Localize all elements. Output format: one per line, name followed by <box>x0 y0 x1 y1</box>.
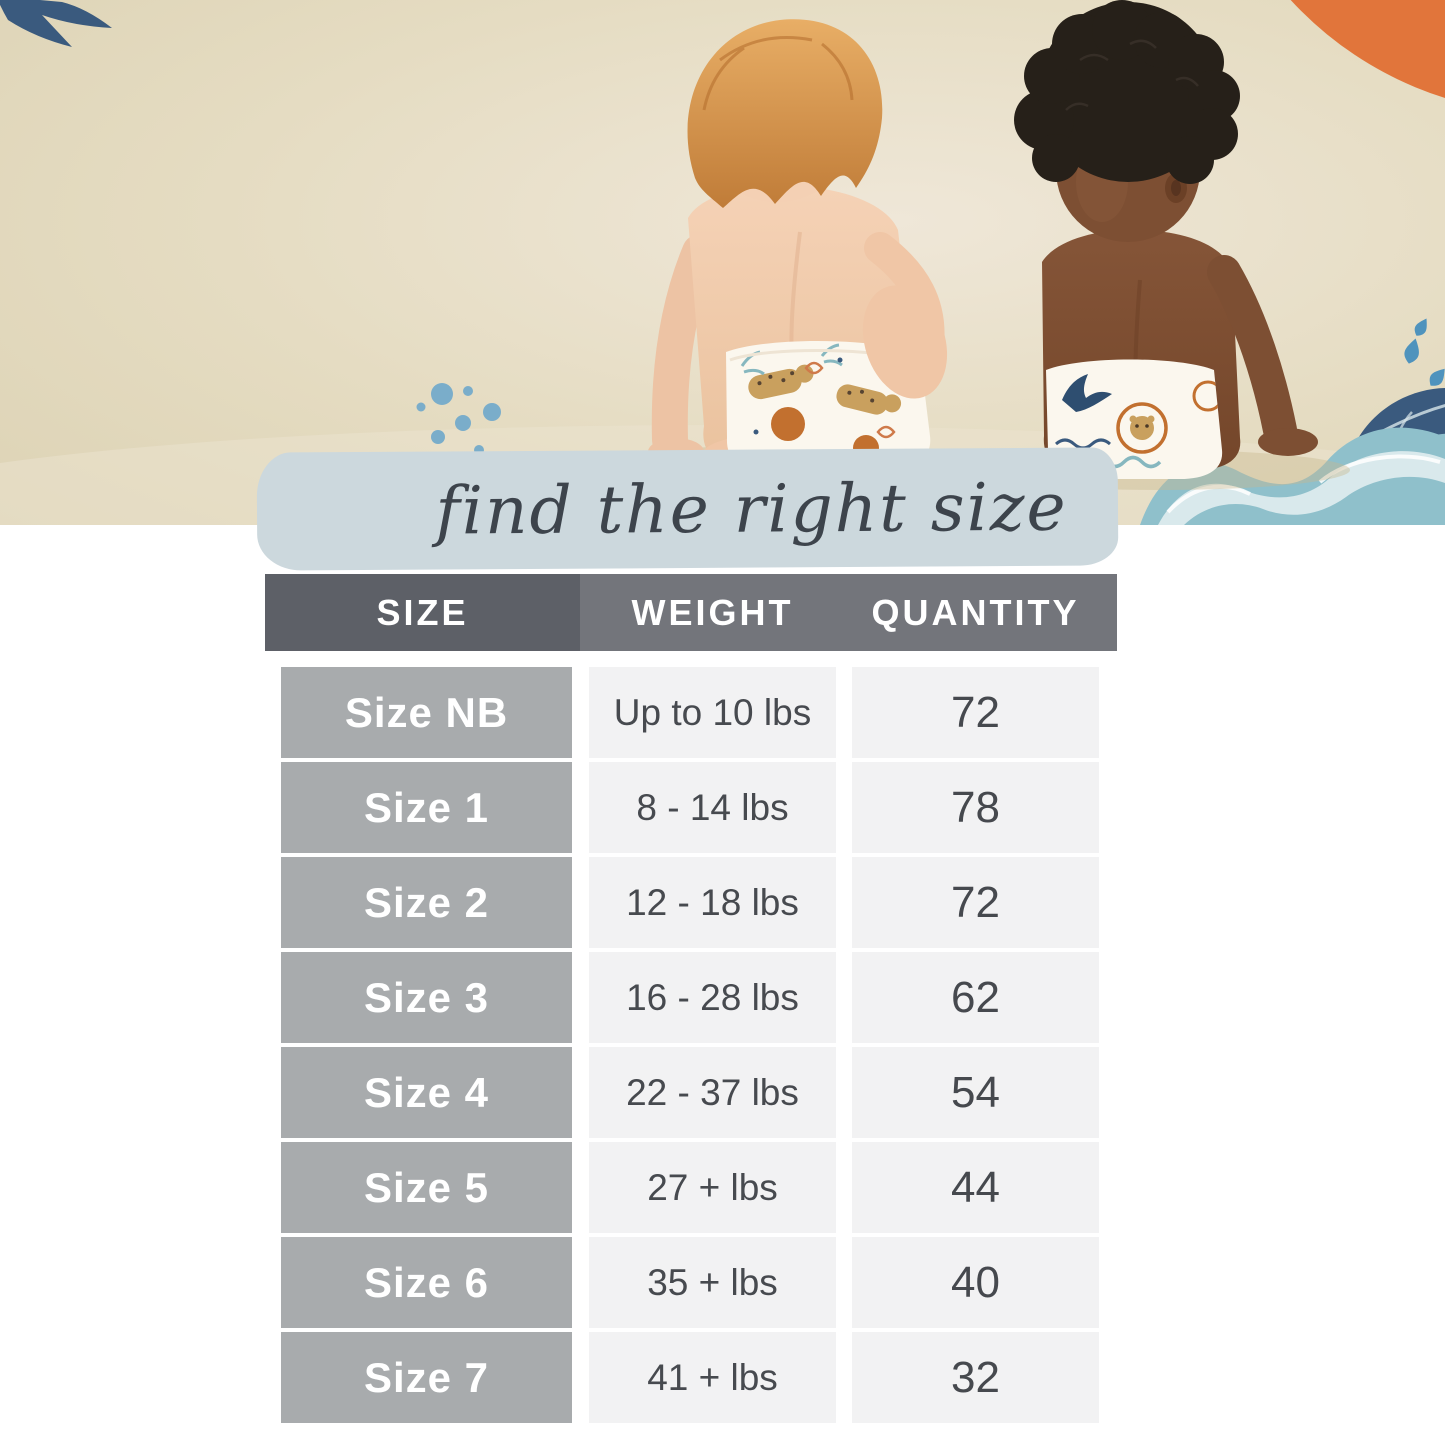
weight-value: 41 + lbs <box>647 1356 778 1398</box>
table-row: Size 5 27 + lbs 44 <box>265 1142 1117 1233</box>
weight-value: 16 - 28 lbs <box>626 976 799 1018</box>
quantity-value: 44 <box>951 1162 1000 1212</box>
table-row: Size 6 35 + lbs 40 <box>265 1237 1117 1328</box>
quantity-cell: 32 <box>852 1332 1099 1423</box>
size-cell: Size 7 <box>281 1332 572 1423</box>
baby-right <box>1014 0 1318 479</box>
size-cell: Size 6 <box>281 1237 572 1328</box>
quantity-value: 32 <box>951 1352 1000 1402</box>
size-cell: Size 4 <box>281 1047 572 1138</box>
weight-value: 35 + lbs <box>647 1261 778 1303</box>
table-row: Size 7 41 + lbs 32 <box>265 1332 1117 1423</box>
quantity-cell: 40 <box>852 1237 1099 1328</box>
weight-cell: 35 + lbs <box>589 1237 836 1328</box>
sun-shape <box>1290 0 1445 98</box>
weight-value: 12 - 18 lbs <box>626 881 799 923</box>
size-label: Size 4 <box>363 1068 490 1116</box>
quantity-value: 62 <box>951 972 1000 1022</box>
size-label: Size 1 <box>363 783 490 831</box>
afro-hair <box>1014 0 1240 184</box>
dots-cluster <box>416 383 501 455</box>
quantity-value: 54 <box>951 1067 1000 1117</box>
quantity-cell: 78 <box>852 762 1099 853</box>
table-row: Size 1 8 - 14 lbs 78 <box>265 762 1117 853</box>
table-row: Size 4 22 - 37 lbs 54 <box>265 1047 1117 1138</box>
banner-title: find the right size <box>435 468 1068 550</box>
quantity-cell: 72 <box>852 857 1099 948</box>
weight-value: 8 - 14 lbs <box>636 786 789 828</box>
hero-photo <box>0 0 1445 525</box>
weight-cell: 27 + lbs <box>589 1142 836 1233</box>
size-label: Size 7 <box>363 1353 490 1401</box>
table-row: Size NB Up to 10 lbs 72 <box>265 667 1117 758</box>
size-cell: Size 3 <box>281 952 572 1043</box>
weight-value: 27 + lbs <box>647 1166 778 1208</box>
table-row: Size 3 16 - 28 lbs 62 <box>265 952 1117 1043</box>
size-label: Size 3 <box>363 973 490 1021</box>
weight-cell: 8 - 14 lbs <box>589 762 836 853</box>
header-light-band <box>580 574 1117 651</box>
quantity-value: 40 <box>951 1257 1000 1307</box>
quantity-value: 72 <box>951 877 1000 927</box>
quantity-value: 78 <box>951 782 1000 832</box>
size-table-header: SIZE WEIGHT QUANTITY <box>265 574 1117 651</box>
weight-value: 22 - 37 lbs <box>626 1071 799 1113</box>
table-row: Size 2 12 - 18 lbs 72 <box>265 857 1117 948</box>
column-header-size: SIZE <box>376 592 469 633</box>
size-label: Size 2 <box>363 878 490 926</box>
size-label: Size 6 <box>363 1258 490 1306</box>
weight-cell: 16 - 28 lbs <box>589 952 836 1043</box>
water-drops-icon <box>1404 318 1445 386</box>
size-cell: Size 2 <box>281 857 572 948</box>
size-label: Size NB <box>344 688 509 736</box>
column-header-quantity: QUANTITY <box>871 592 1080 633</box>
quantity-cell: 54 <box>852 1047 1099 1138</box>
quantity-value: 72 <box>951 687 1000 737</box>
corner-leaf-icon <box>0 0 112 47</box>
waves-decor <box>1140 411 1445 525</box>
column-header-weight: WEIGHT <box>631 592 794 633</box>
hero-scene <box>0 0 1445 525</box>
header-dark-band <box>265 574 580 651</box>
weight-cell: 41 + lbs <box>589 1332 836 1423</box>
diaper-left-pattern <box>740 343 914 461</box>
weight-value: Up to 10 lbs <box>613 691 812 733</box>
weight-cell: 22 - 37 lbs <box>589 1047 836 1138</box>
quantity-cell: 44 <box>852 1142 1099 1233</box>
size-cell: Size 5 <box>281 1142 572 1233</box>
size-label: Size 5 <box>363 1163 490 1211</box>
quantity-cell: 72 <box>852 667 1099 758</box>
weight-cell: Up to 10 lbs <box>589 667 836 758</box>
size-cell: Size NB <box>281 667 572 758</box>
size-banner: find the right size <box>256 447 1119 571</box>
quantity-cell: 62 <box>852 952 1099 1043</box>
size-cell: Size 1 <box>281 762 572 853</box>
size-table-body: Size NB Up to 10 lbs 72 Size 1 8 - 14 lb… <box>265 667 1117 1427</box>
baby-left <box>648 19 948 470</box>
weight-cell: 12 - 18 lbs <box>589 857 836 948</box>
